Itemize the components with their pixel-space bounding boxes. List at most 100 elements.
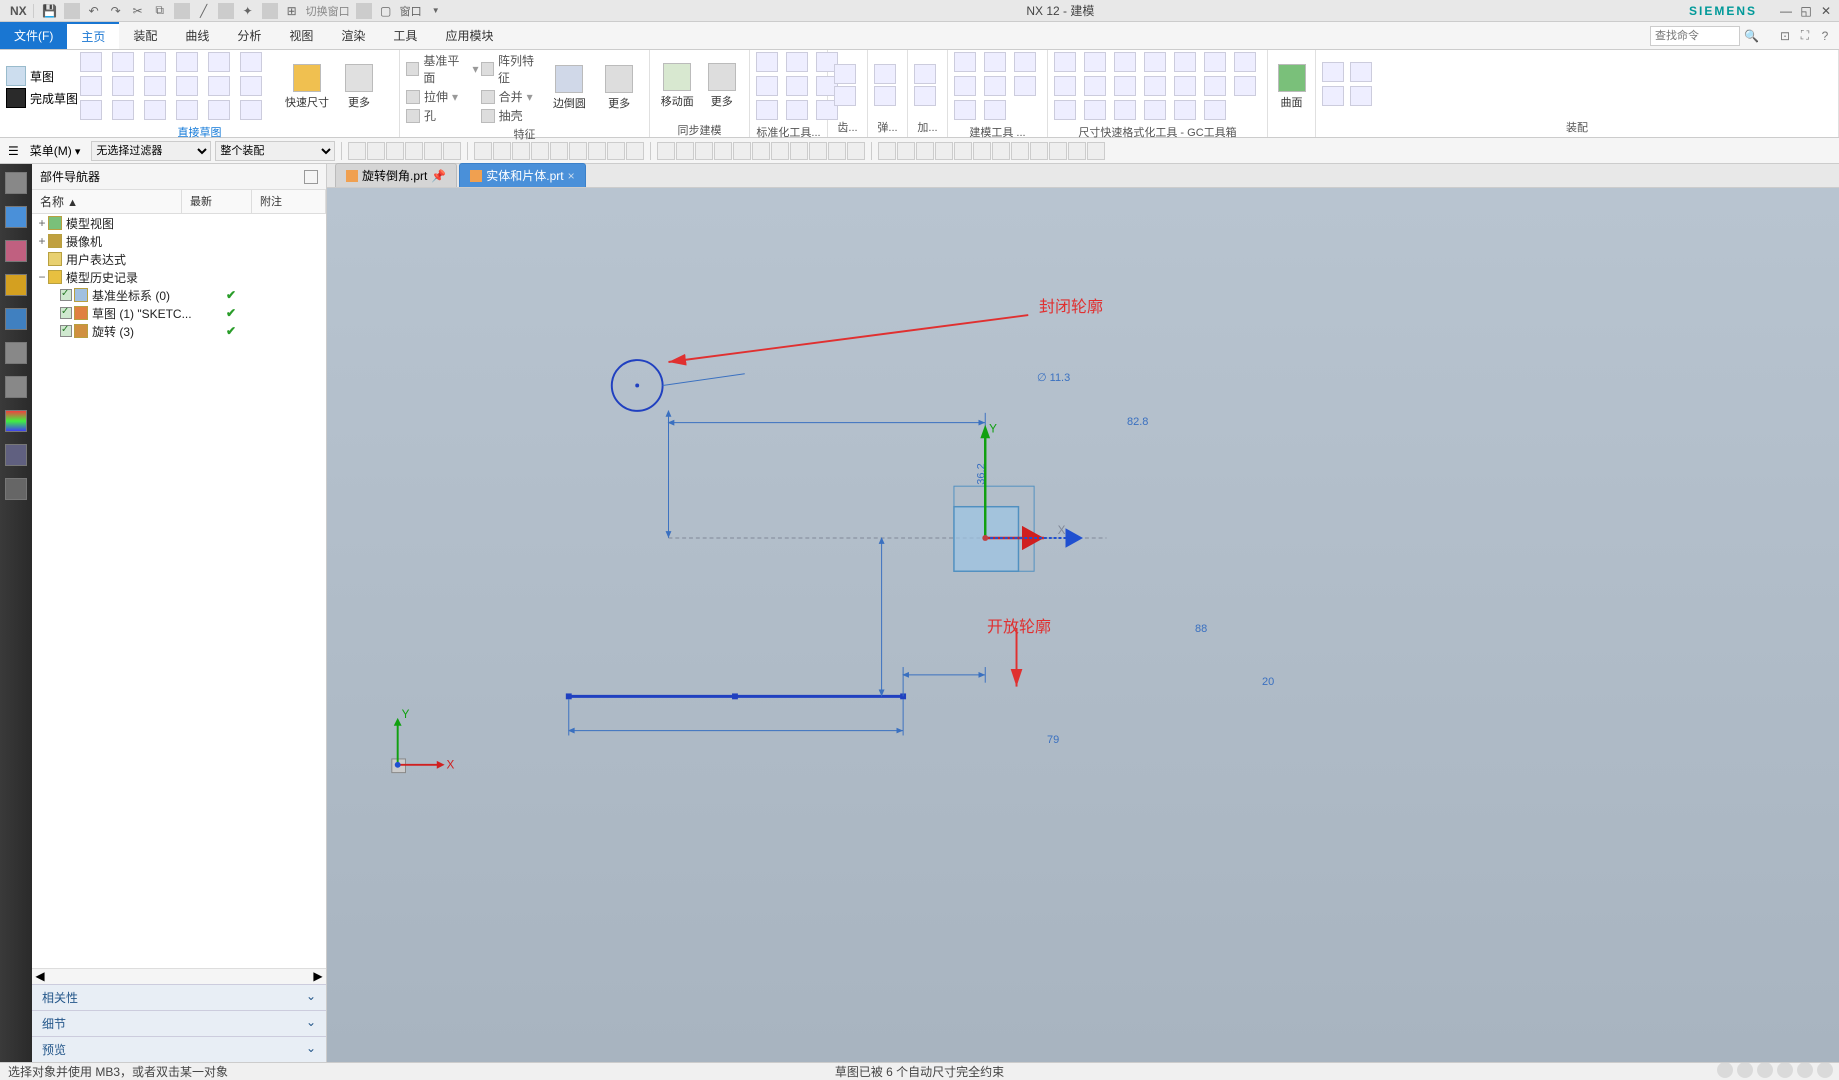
menu-icon[interactable]: ☰ — [8, 144, 19, 158]
hole-button[interactable]: 孔 — [406, 107, 479, 124]
offset-icon[interactable] — [208, 76, 230, 96]
circle-icon[interactable] — [208, 52, 230, 72]
ic[interactable] — [1068, 142, 1086, 160]
menu-button[interactable]: 菜单(M) ▾ — [23, 139, 88, 162]
ic[interactable] — [367, 142, 385, 160]
ic[interactable] — [348, 142, 366, 160]
system-icon[interactable] — [5, 410, 27, 432]
ic[interactable] — [1322, 62, 1344, 82]
fullscreen-icon[interactable]: ⛶ — [1797, 28, 1813, 44]
checkbox[interactable] — [60, 325, 72, 337]
ic[interactable] — [1114, 76, 1136, 96]
ic[interactable] — [676, 142, 694, 160]
collapser-related[interactable]: 相关性⌄ — [32, 984, 326, 1010]
profile-icon[interactable] — [80, 52, 102, 72]
tab-home[interactable]: 主页 — [67, 22, 119, 49]
ic[interactable] — [992, 142, 1010, 160]
nav-h-scroll[interactable]: ◀▶ — [32, 968, 326, 984]
ic[interactable] — [1114, 52, 1136, 72]
ic[interactable] — [874, 64, 896, 84]
tree-row[interactable]: +模型视图 — [32, 214, 326, 232]
redo-icon[interactable]: ↷ — [108, 3, 124, 19]
file-tab[interactable]: 文件(F) — [0, 22, 67, 49]
ic[interactable] — [1030, 142, 1048, 160]
ic[interactable] — [756, 100, 778, 120]
ic[interactable] — [756, 52, 778, 72]
assembly-navigator-icon[interactable] — [5, 240, 27, 262]
tab-render[interactable]: 渲染 — [327, 22, 379, 49]
undo-icon[interactable]: ↶ — [86, 3, 102, 19]
roles-icon[interactable] — [5, 444, 27, 466]
ic[interactable] — [657, 142, 675, 160]
col-latest[interactable]: 最新 — [182, 190, 252, 213]
ic[interactable] — [834, 64, 856, 84]
rectangle-icon[interactable] — [112, 52, 134, 72]
chamfer-button[interactable]: 边倒圆 — [546, 54, 594, 122]
ic[interactable] — [914, 64, 936, 84]
ic[interactable] — [828, 142, 846, 160]
collapser-detail[interactable]: 细节⌄ — [32, 1010, 326, 1036]
ic[interactable] — [1350, 62, 1372, 82]
checkbox[interactable] — [60, 307, 72, 319]
ic[interactable] — [588, 142, 606, 160]
filter-select[interactable]: 无选择过滤器 — [91, 141, 211, 161]
hd3d-icon[interactable] — [5, 342, 27, 364]
ic[interactable] — [733, 142, 751, 160]
ic[interactable] — [493, 142, 511, 160]
ic[interactable] — [569, 142, 587, 160]
tab-assembly[interactable]: 装配 — [119, 22, 171, 49]
ic[interactable] — [1054, 52, 1076, 72]
maximize-icon[interactable]: ◱ — [1797, 2, 1815, 20]
constraint-navigator-icon[interactable] — [5, 274, 27, 296]
ic[interactable] — [1174, 52, 1196, 72]
ic[interactable] — [954, 142, 972, 160]
switch-window-label[interactable]: 切换窗口 — [306, 3, 350, 19]
checkbox[interactable] — [60, 289, 72, 301]
recent-icon[interactable]: ⊡ — [1777, 28, 1793, 44]
merge-button[interactable]: 合并▾ — [481, 88, 544, 105]
ic[interactable] — [897, 142, 915, 160]
ic[interactable] — [954, 100, 976, 120]
tree-row[interactable]: +摄像机 — [32, 232, 326, 250]
pattern-button[interactable]: 阵列特征 — [481, 52, 544, 86]
finish-sketch-button[interactable]: 完成草图 — [6, 88, 78, 108]
ic[interactable] — [1054, 100, 1076, 120]
ic[interactable] — [695, 142, 713, 160]
line-icon[interactable] — [144, 52, 166, 72]
extrude-button[interactable]: 拉伸▾ — [406, 88, 479, 105]
collapser-preview[interactable]: 预览⌄ — [32, 1036, 326, 1062]
arc-icon[interactable] — [176, 52, 198, 72]
doc-tab-2[interactable]: 实体和片体.prt× — [459, 163, 585, 187]
ic[interactable] — [916, 142, 934, 160]
search-icon[interactable]: 🔍 — [1740, 29, 1763, 43]
minimize-icon[interactable]: — — [1777, 2, 1795, 20]
ic[interactable] — [1234, 76, 1256, 96]
part-navigator-icon[interactable] — [5, 206, 27, 228]
window-menu-label[interactable]: 窗口 — [400, 3, 422, 19]
tab-curve[interactable]: 曲线 — [171, 22, 223, 49]
col-note[interactable]: 附注 — [252, 190, 326, 213]
ic[interactable] — [954, 76, 976, 96]
tree-row[interactable]: 基准坐标系 (0)✔ — [32, 286, 326, 304]
ic[interactable] — [935, 142, 953, 160]
save-icon[interactable]: 💾 — [42, 3, 58, 19]
copy-icon[interactable]: ⧉ — [152, 3, 168, 19]
doc-tab-1[interactable]: 旋转倒角.prt📌 — [335, 163, 457, 187]
tree-row[interactable]: 旋转 (3)✔ — [32, 322, 326, 340]
ic[interactable] — [386, 142, 404, 160]
sketch-button[interactable]: 草图 — [6, 66, 78, 86]
ic[interactable] — [1011, 142, 1029, 160]
quick-dim-button[interactable]: 快速尺寸 — [282, 53, 332, 121]
ic[interactable] — [80, 100, 102, 120]
tree-row[interactable]: −模型历史记录 — [32, 268, 326, 286]
ic[interactable] — [984, 100, 1006, 120]
ic[interactable] — [809, 142, 827, 160]
ic[interactable] — [1084, 100, 1106, 120]
ic[interactable] — [1350, 86, 1372, 106]
ic[interactable] — [1322, 86, 1344, 106]
ic[interactable] — [771, 142, 789, 160]
ic[interactable] — [208, 100, 230, 120]
ic[interactable] — [756, 76, 778, 96]
ic[interactable] — [1084, 76, 1106, 96]
pin-icon[interactable]: 📌 — [431, 169, 446, 183]
